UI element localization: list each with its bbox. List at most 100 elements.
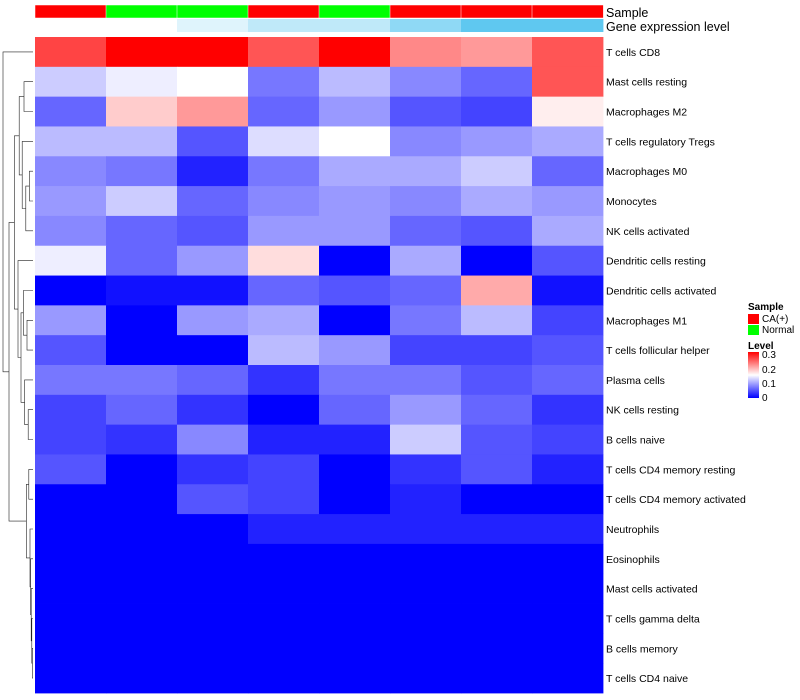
heatmap-cell	[532, 186, 604, 217]
heatmap-cell	[532, 335, 604, 366]
row-label: Plasma cells	[606, 375, 665, 387]
heatmap-cell	[35, 573, 107, 604]
legend-swatch-normal	[748, 325, 759, 335]
heatmap-cell	[390, 633, 462, 664]
row-labels: T cells CD8 Mast cells resting Macrophages…	[606, 47, 746, 685]
heatmap-cell	[106, 335, 178, 366]
sample-annotation-cell	[34, 4, 107, 19]
sample-annotation-cell	[105, 4, 178, 19]
gene-expression-annotation-cell	[532, 19, 604, 32]
heatmap-cell	[390, 484, 462, 515]
heatmap-cell	[106, 543, 178, 575]
heatmap-cell	[319, 156, 391, 187]
heatmap-cell	[390, 37, 462, 68]
heatmap-cell	[319, 186, 391, 217]
heatmap-cell	[461, 573, 533, 604]
heatmap-cell	[177, 514, 249, 545]
row-dendrogram	[2, 51, 33, 679]
heatmap-cell	[532, 365, 604, 396]
heatmap-cell	[35, 484, 107, 515]
heatmap-cell	[390, 424, 462, 455]
heatmap-cell	[319, 365, 391, 396]
heatmap-cell	[177, 305, 249, 336]
row-label: T cells regulatory Tregs	[606, 136, 715, 148]
heatmap-cell	[106, 394, 178, 426]
heatmap-cell	[248, 365, 320, 396]
dendrogram-branch	[24, 379, 33, 425]
heatmap-cell	[35, 275, 107, 306]
row-label: Mast cells activated	[606, 584, 698, 596]
heatmap-cell	[35, 126, 107, 157]
heatmap-cell	[532, 126, 604, 157]
heatmap-cell	[319, 275, 391, 306]
heatmap-cell	[461, 543, 533, 575]
heatmap-cell	[106, 514, 178, 545]
heatmap-cell	[390, 663, 462, 694]
heatmap-cell	[532, 305, 604, 336]
heatmap-cell	[390, 573, 462, 604]
heatmap-cell	[319, 573, 391, 604]
heatmap-cell	[532, 156, 604, 187]
heatmap-cell	[106, 245, 178, 276]
heatmap-cell	[248, 156, 320, 187]
heatmap-cell	[35, 514, 107, 545]
heatmap-cell	[177, 335, 249, 366]
legend: Sample CA(+) Normal Level 0.3 0.2 0.1 0	[748, 302, 794, 404]
heatmap-cell	[461, 484, 533, 515]
gene-expression-annotation-cell	[461, 19, 533, 32]
heatmap-cell	[177, 454, 249, 485]
heatmap-cell	[248, 424, 320, 455]
heatmap-cell	[35, 543, 107, 575]
legend-tick-0: 0	[762, 393, 768, 404]
legend-color-bar	[748, 352, 759, 398]
heatmap-cell	[319, 603, 391, 634]
heatmap-cell	[177, 424, 249, 455]
heatmap-cell	[461, 186, 533, 217]
heatmap-cell	[248, 663, 320, 694]
heatmap-cell	[390, 275, 462, 306]
heatmap-cell	[390, 365, 462, 396]
heatmap-cell	[532, 484, 604, 515]
heatmap-cell	[35, 663, 107, 694]
heatmap-cell	[35, 394, 107, 426]
row-label: Dendritic cells resting	[606, 256, 706, 268]
heatmap-cell	[319, 424, 391, 455]
heatmap-cell	[319, 126, 391, 157]
legend-level-title: Level	[748, 341, 774, 352]
heatmap-cell	[319, 484, 391, 515]
heatmap-cell	[248, 215, 320, 247]
heatmap-cell	[390, 126, 462, 157]
legend-tick-0-2: 0.2	[762, 365, 776, 376]
heatmap-cell	[106, 215, 178, 247]
heatmap-cell	[248, 633, 320, 664]
heatmap-cell	[319, 514, 391, 545]
heatmap-cell	[532, 424, 604, 455]
heatmap-cell	[35, 66, 107, 98]
heatmap-cell	[106, 66, 178, 98]
dendrogram-branch	[17, 260, 33, 358]
heatmap-cell	[461, 454, 533, 485]
heatmap-cell	[177, 633, 249, 664]
heatmap-cell	[390, 394, 462, 426]
sample-annotation-cell	[318, 4, 391, 19]
heatmap-cells	[35, 37, 604, 694]
heatmap-cell	[319, 215, 391, 247]
heatmap-cell	[461, 335, 533, 366]
heatmap-cell	[319, 66, 391, 98]
row-label: Neutrophils	[606, 524, 659, 536]
heatmap-cell	[248, 514, 320, 545]
heatmap-cell	[106, 275, 178, 306]
heatmap-cell	[177, 663, 249, 694]
heatmap-cell	[248, 305, 320, 336]
dendrogram-branch	[21, 141, 33, 209]
heatmap-cell	[319, 37, 391, 68]
heatmap-cell	[461, 37, 533, 68]
legend-label-ca: CA(+)	[762, 314, 788, 325]
heatmap-cell	[177, 186, 249, 217]
dendrogram-branch	[20, 312, 25, 403]
heatmap-cell	[390, 305, 462, 336]
heatmap-cell	[106, 186, 178, 217]
heatmap-cell	[532, 514, 604, 545]
heatmap-cell	[319, 305, 391, 336]
